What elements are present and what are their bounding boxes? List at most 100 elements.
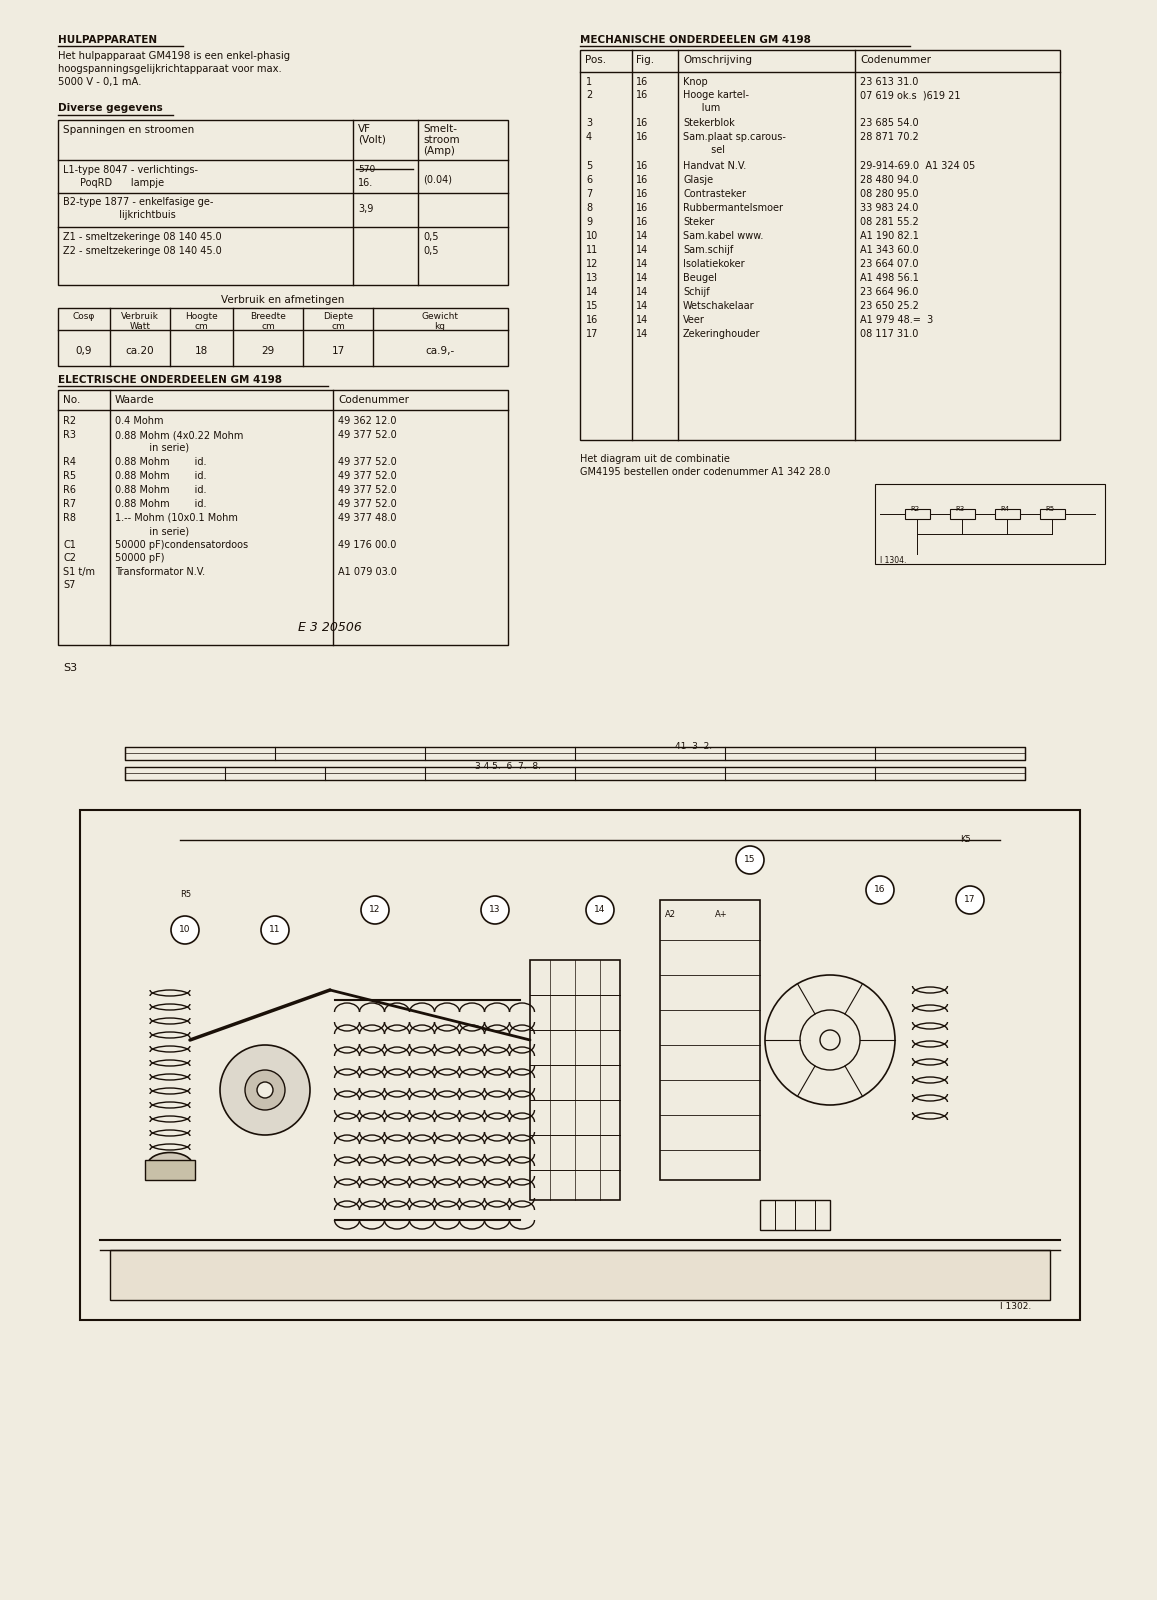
Text: R5: R5: [180, 890, 191, 899]
Bar: [80, 810, 1079, 1320]
Text: R5: R5: [1045, 506, 1054, 512]
Text: Het diagram uit de combinatie: Het diagram uit de combinatie: [580, 454, 730, 464]
Text: MECHANISCHE ONDERDEELEN GM 4198: MECHANISCHE ONDERDEELEN GM 4198: [580, 35, 811, 45]
Text: R3: R3: [62, 430, 76, 440]
Text: 49 377 52.0: 49 377 52.0: [338, 458, 397, 467]
Text: 23 664 07.0: 23 664 07.0: [860, 259, 919, 269]
Text: 29-914-69.0  A1 324 05: 29-914-69.0 A1 324 05: [860, 162, 975, 171]
Text: 1.-- Mohm (10x0.1 Mohm: 1.-- Mohm (10x0.1 Mohm: [115, 514, 238, 523]
Bar: [580, 50, 1060, 440]
Bar: [125, 747, 1025, 760]
Text: 13: 13: [489, 906, 501, 915]
Circle shape: [257, 1082, 273, 1098]
Text: 5000 V - 0,1 mA.: 5000 V - 0,1 mA.: [58, 77, 141, 86]
Text: B2-type 1877 - enkelfasige ge-: B2-type 1877 - enkelfasige ge-: [62, 197, 213, 206]
Text: Knop: Knop: [683, 77, 708, 86]
Circle shape: [736, 846, 764, 874]
Text: 11: 11: [585, 245, 598, 254]
Text: 50000 pF)condensatordoos: 50000 pF)condensatordoos: [115, 541, 248, 550]
Text: 12: 12: [369, 906, 381, 915]
Text: 16: 16: [636, 90, 648, 99]
Text: 14: 14: [636, 330, 648, 339]
Text: 16: 16: [636, 77, 648, 86]
Text: C1: C1: [62, 541, 76, 550]
Text: 0.88 Mohm (4x0.22 Mohm: 0.88 Mohm (4x0.22 Mohm: [115, 430, 243, 440]
Text: Omschrijving: Omschrijving: [683, 54, 752, 66]
Text: R7: R7: [62, 499, 76, 509]
Text: A+: A+: [715, 910, 728, 918]
Text: A1 190 82.1: A1 190 82.1: [860, 230, 919, 242]
Text: stroom: stroom: [423, 134, 459, 146]
Circle shape: [220, 1045, 310, 1134]
Text: 0.4 Mohm: 0.4 Mohm: [115, 416, 163, 426]
Bar: [875, 483, 1105, 565]
Ellipse shape: [147, 1152, 192, 1178]
Text: Breedte
cm: Breedte cm: [250, 312, 286, 331]
Text: 14: 14: [636, 230, 648, 242]
Text: 16: 16: [636, 118, 648, 128]
Bar: [760, 1200, 830, 1230]
Text: 2: 2: [585, 90, 592, 99]
Text: 49 377 52.0: 49 377 52.0: [338, 430, 397, 440]
Text: ca.20: ca.20: [126, 346, 154, 357]
Text: 10: 10: [179, 925, 191, 934]
Text: PoqRD      lampje: PoqRD lampje: [80, 178, 164, 187]
Text: S3: S3: [62, 662, 78, 674]
Text: R4: R4: [62, 458, 76, 467]
Text: A1 498 56.1: A1 498 56.1: [860, 274, 919, 283]
Text: HULPAPPARATEN: HULPAPPARATEN: [58, 35, 157, 45]
Text: 28 480 94.0: 28 480 94.0: [860, 174, 919, 186]
Text: Codenummer: Codenummer: [860, 54, 931, 66]
Text: Diepte
cm: Diepte cm: [323, 312, 353, 331]
Text: 13: 13: [585, 274, 598, 283]
Text: 49 362 12.0: 49 362 12.0: [338, 416, 397, 426]
Text: 23 664 96.0: 23 664 96.0: [860, 286, 919, 298]
Text: A1 343 60.0: A1 343 60.0: [860, 245, 919, 254]
Text: Steker: Steker: [683, 218, 714, 227]
Text: 4: 4: [585, 133, 592, 142]
Text: 17: 17: [331, 346, 345, 357]
Text: 9: 9: [585, 218, 592, 227]
Text: Sam.plaat sp.carous-: Sam.plaat sp.carous-: [683, 133, 786, 142]
Text: Waarde: Waarde: [115, 395, 155, 405]
Text: 15: 15: [585, 301, 598, 310]
Bar: [950, 509, 975, 518]
Text: lum: lum: [683, 102, 721, 114]
Text: A1 979 48.=  3: A1 979 48.= 3: [860, 315, 934, 325]
Text: Gewicht
kg: Gewicht kg: [421, 312, 458, 331]
Text: hoogspanningsgelijkrichtapparaat voor max.: hoogspanningsgelijkrichtapparaat voor ma…: [58, 64, 282, 74]
Text: 16: 16: [636, 189, 648, 198]
Circle shape: [585, 896, 614, 925]
Text: Z1 - smeltzekeringe 08 140 45.0: Z1 - smeltzekeringe 08 140 45.0: [62, 232, 222, 242]
Text: 12: 12: [585, 259, 598, 269]
Text: Diverse gegevens: Diverse gegevens: [58, 102, 163, 114]
Text: R3: R3: [955, 506, 964, 512]
Text: K5: K5: [960, 835, 971, 845]
Text: in serie): in serie): [115, 526, 189, 536]
Text: 50000 pF): 50000 pF): [115, 554, 164, 563]
Text: sel: sel: [683, 146, 725, 155]
Text: R2: R2: [62, 416, 76, 426]
Text: 11: 11: [270, 925, 281, 934]
Text: Z2 - smeltzekeringe 08 140 45.0: Z2 - smeltzekeringe 08 140 45.0: [62, 246, 222, 256]
Circle shape: [245, 1070, 285, 1110]
Circle shape: [261, 915, 289, 944]
Text: 3 4 5.  6  7.  8.: 3 4 5. 6 7. 8.: [476, 762, 541, 771]
Text: Cosφ: Cosφ: [73, 312, 95, 322]
Text: 17: 17: [585, 330, 598, 339]
Text: 33 983 24.0: 33 983 24.0: [860, 203, 919, 213]
Text: 7: 7: [585, 189, 592, 198]
Text: 41  3  2.: 41 3 2.: [675, 742, 712, 750]
Text: Zekeringhouder: Zekeringhouder: [683, 330, 760, 339]
Text: R8: R8: [62, 514, 76, 523]
Text: ca.9,-: ca.9,-: [426, 346, 455, 357]
Text: Contrasteker: Contrasteker: [683, 189, 746, 198]
Text: Isolatiekoker: Isolatiekoker: [683, 259, 745, 269]
Text: 16: 16: [585, 315, 598, 325]
Text: 5: 5: [585, 162, 592, 171]
Text: 16: 16: [875, 885, 886, 894]
Text: 49 377 52.0: 49 377 52.0: [338, 485, 397, 494]
Text: Sam.kabel www.: Sam.kabel www.: [683, 230, 764, 242]
Text: Sam.schijf: Sam.schijf: [683, 245, 734, 254]
Text: 23 685 54.0: 23 685 54.0: [860, 118, 919, 128]
